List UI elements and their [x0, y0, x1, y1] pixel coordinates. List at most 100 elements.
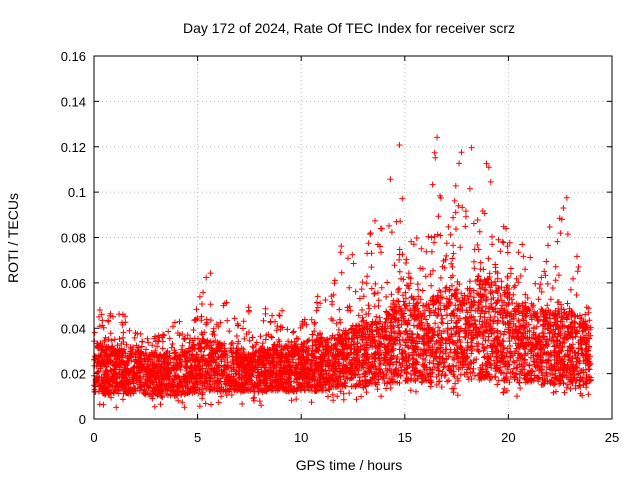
roti-point [504, 249, 511, 256]
roti-point [338, 269, 345, 276]
roti-point [471, 265, 478, 272]
roti-point [99, 317, 106, 324]
roti-point [313, 307, 320, 314]
roti-point [444, 378, 451, 385]
roti-point [469, 335, 476, 342]
roti-point [394, 379, 401, 386]
roti-point [479, 284, 485, 291]
roti-point [500, 331, 507, 338]
roti-point [561, 353, 568, 360]
roti-point [367, 230, 374, 236]
roti-point [338, 243, 345, 250]
roti-point [271, 378, 278, 385]
roti-point [536, 285, 543, 292]
roti-point [514, 393, 520, 400]
roti-point [199, 301, 205, 307]
roti-point [576, 324, 583, 331]
roti-point [120, 334, 126, 341]
roti-point [571, 312, 578, 319]
roti-point [553, 388, 559, 395]
roti-point [313, 299, 320, 306]
roti-point [176, 332, 183, 339]
roti-point [363, 319, 370, 326]
roti-point [571, 318, 578, 325]
roti-point [308, 399, 315, 406]
roti-point [122, 313, 128, 320]
roti-point [545, 358, 552, 364]
roti-point [497, 248, 504, 255]
roti-point [231, 315, 238, 322]
roti-point [471, 258, 477, 265]
roti-point [414, 281, 421, 288]
roti-point [447, 231, 454, 238]
roti-point [229, 353, 236, 360]
roti-point [500, 239, 507, 246]
roti-point [193, 306, 200, 313]
roti-point [559, 314, 566, 321]
roti-point [353, 396, 360, 403]
roti-point [91, 329, 98, 336]
roti-point [461, 347, 468, 354]
roti-point [388, 291, 395, 298]
roti-point [575, 345, 582, 352]
roti-point [341, 331, 348, 338]
roti-point [450, 250, 457, 257]
roti-point [492, 278, 498, 285]
roti-point [96, 323, 103, 330]
roti-point [249, 343, 256, 350]
roti-point [418, 245, 425, 252]
roti-point [519, 302, 526, 309]
roti-point [329, 298, 336, 305]
roti-point [336, 316, 343, 323]
roti-point [564, 231, 571, 238]
roti-point [118, 340, 125, 347]
roti-point [170, 376, 177, 383]
roti-point [356, 377, 363, 384]
roti-point [307, 364, 314, 371]
roti-point [372, 217, 378, 224]
roti-point [433, 338, 440, 345]
roti-point [574, 371, 581, 378]
roti-point [442, 371, 449, 378]
roti-point [376, 243, 383, 250]
roti-point [462, 328, 469, 335]
roti-point [134, 330, 141, 337]
roti-point [423, 248, 430, 255]
roti-point [111, 336, 118, 343]
roti-point [530, 377, 537, 384]
roti-point [503, 370, 510, 377]
roti-point [290, 329, 296, 336]
roti-point [471, 246, 478, 253]
roti-point [507, 353, 513, 360]
roti-point [168, 344, 175, 351]
chart-title: Day 172 of 2024, Rate Of TEC Index for r… [183, 20, 515, 36]
roti-point [489, 233, 495, 240]
roti-point [433, 382, 440, 388]
roti-point [171, 319, 178, 326]
roti-point [557, 230, 564, 237]
roti-point [500, 389, 507, 396]
roti-point [155, 332, 162, 339]
roti-point [475, 299, 482, 306]
roti-point [472, 372, 478, 379]
roti-point [149, 342, 156, 349]
roti-point [439, 320, 446, 327]
roti-point [464, 293, 471, 300]
roti-point [427, 383, 434, 390]
roti-point [100, 401, 107, 408]
roti-point [229, 339, 236, 346]
roti-point [340, 390, 347, 397]
roti-point [432, 320, 439, 327]
roti-point [477, 259, 484, 266]
roti-point [448, 274, 454, 281]
roti-point [442, 285, 449, 291]
roti-point [507, 270, 514, 277]
roti-point [410, 322, 417, 329]
roti-point [560, 205, 567, 211]
roti-point [468, 360, 475, 367]
roti-point [215, 399, 222, 406]
roti-point [552, 277, 559, 284]
roti-point [569, 341, 576, 348]
roti-point [443, 240, 450, 247]
roti-point [475, 347, 482, 354]
